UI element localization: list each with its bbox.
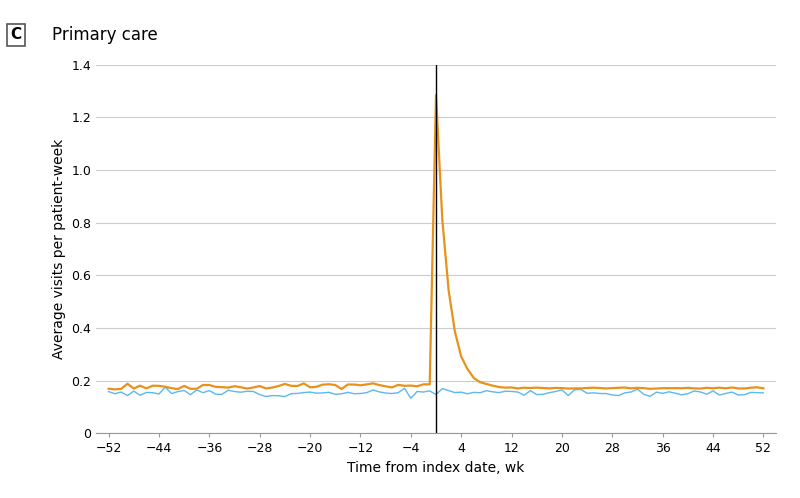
Text: Primary care: Primary care: [52, 26, 158, 44]
Text: C: C: [10, 27, 22, 42]
Y-axis label: Average visits per patient-week: Average visits per patient-week: [51, 139, 66, 359]
X-axis label: Time from index date, wk: Time from index date, wk: [347, 461, 525, 475]
